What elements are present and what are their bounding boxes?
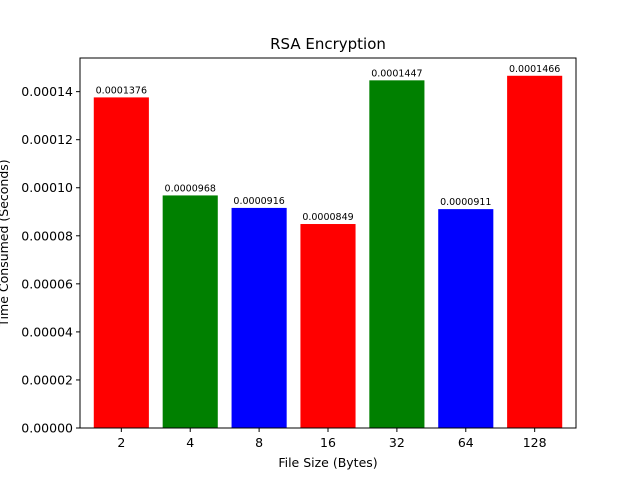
bar-4	[162, 195, 218, 428]
bar-128	[507, 75, 563, 428]
x-tick-label-32: 32	[389, 435, 405, 450]
bar-16	[300, 224, 356, 428]
y-axis: 0.00000 0.00002 0.00004 0.00006 0.00008 0.000…	[21, 84, 80, 436]
data-label-2: 0.0001376	[96, 85, 147, 96]
bar-2	[93, 97, 149, 429]
plot-frame	[79, 57, 577, 429]
y-tick-label-0: 0.00000	[21, 421, 73, 436]
x-tick-label-4: 4	[186, 435, 194, 450]
chart-title: RSA Encryption	[270, 35, 386, 53]
data-label-8: 0.0000916	[233, 196, 284, 207]
x-axis-label: File Size (Bytes)	[278, 455, 377, 470]
data-label-32: 0.0001447	[371, 68, 422, 79]
y-tick-label-6: 0.00012	[21, 132, 73, 147]
data-label-16: 0.0000849	[302, 212, 353, 223]
data-label-128: 0.0001466	[509, 64, 560, 75]
x-tick-label-128: 128	[523, 435, 547, 450]
y-tick-label-2: 0.00004	[21, 324, 73, 339]
bar-8	[231, 207, 287, 428]
y-tick-label-1: 0.00002	[21, 372, 73, 387]
y-tick-label-3: 0.00006	[21, 276, 73, 291]
data-label-4: 0.0000968	[165, 183, 216, 194]
x-tick-label-8: 8	[255, 435, 263, 450]
bars-layer	[93, 75, 563, 429]
y-tick-label-7: 0.00014	[21, 84, 73, 99]
data-label-64: 0.0000911	[440, 197, 491, 208]
x-tick-label-2: 2	[117, 435, 125, 450]
y-tick-label-5: 0.00010	[21, 180, 73, 195]
data-labels-layer: 0.0001376 0.0000968 0.0000916 0.0000849 0.00…	[96, 64, 561, 223]
x-tick-label-64: 64	[458, 435, 474, 450]
y-tick-label-4: 0.00008	[21, 228, 73, 243]
bar-32	[369, 80, 425, 428]
y-axis-label: Time Consumed (Seconds)	[0, 159, 11, 327]
x-axis: 2 4 8 16 32 64 128	[117, 428, 547, 450]
x-tick-label-16: 16	[320, 435, 336, 450]
bar-64	[438, 209, 494, 428]
